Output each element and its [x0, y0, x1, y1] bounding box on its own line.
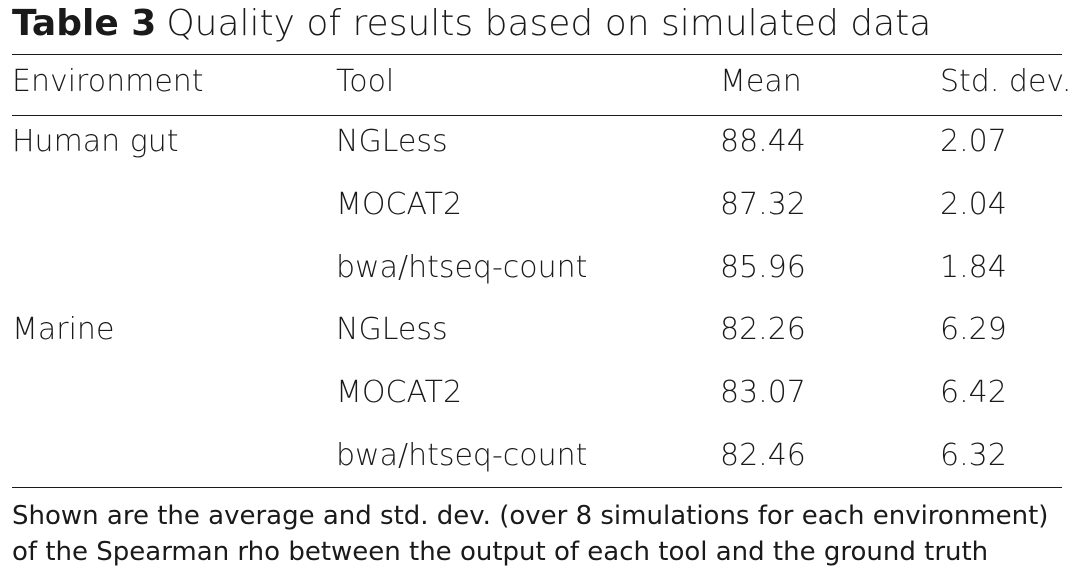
table-title: Table 3 Quality of results based on simul…	[12, 2, 931, 46]
cell-mean: 87.32	[720, 187, 806, 222]
header-row: Environment Tool Mean Std. dev.	[0, 62, 1074, 102]
cell-environment: Marine	[12, 312, 115, 347]
table-row: MOCAT2 87.32 2.04	[0, 185, 1074, 225]
cell-std: 6.32	[940, 438, 1007, 473]
table-row: Marine NGLess 82.26 6.29	[0, 310, 1074, 350]
cell-std: 1.84	[940, 250, 1007, 285]
cell-std: 6.42	[940, 375, 1007, 410]
table-row: bwa/htseq-count 82.46 6.32	[0, 436, 1074, 476]
cell-mean: 83.07	[720, 375, 806, 410]
cell-tool: NGLess	[336, 124, 448, 159]
cell-std: 2.07	[940, 124, 1007, 159]
cell-tool: NGLess	[336, 312, 448, 347]
cell-tool: bwa/htseq-count	[336, 250, 588, 285]
table-footnote: Shown are the average and std. dev. (ove…	[12, 501, 1049, 567]
top-rule	[12, 54, 1062, 55]
cell-tool: MOCAT2	[336, 187, 463, 222]
cell-tool: bwa/htseq-count	[336, 438, 588, 473]
cell-mean: 82.46	[720, 438, 806, 473]
table-row: MOCAT2 83.07 6.42	[0, 373, 1074, 413]
table-row: bwa/htseq-count 85.96 1.84	[0, 248, 1074, 288]
header-environment: Environment	[12, 64, 204, 99]
cell-mean: 85.96	[720, 250, 806, 285]
cell-std: 6.29	[940, 312, 1007, 347]
header-tool: Tool	[336, 64, 395, 99]
header-mean: Mean	[720, 64, 802, 99]
header-std: Std. dev.	[940, 64, 1072, 99]
cell-std: 2.04	[940, 187, 1007, 222]
header-rule	[12, 115, 1062, 116]
cell-tool: MOCAT2	[336, 375, 463, 410]
cell-mean: 88.44	[720, 124, 806, 159]
table-row: Human gut NGLess 88.44 2.07	[0, 122, 1074, 162]
cell-mean: 82.26	[720, 312, 806, 347]
table-caption: Quality of results based on simulated da…	[166, 3, 932, 44]
cell-environment: Human gut	[12, 124, 179, 159]
bottom-rule	[12, 487, 1062, 488]
table-label: Table 3	[12, 3, 157, 44]
